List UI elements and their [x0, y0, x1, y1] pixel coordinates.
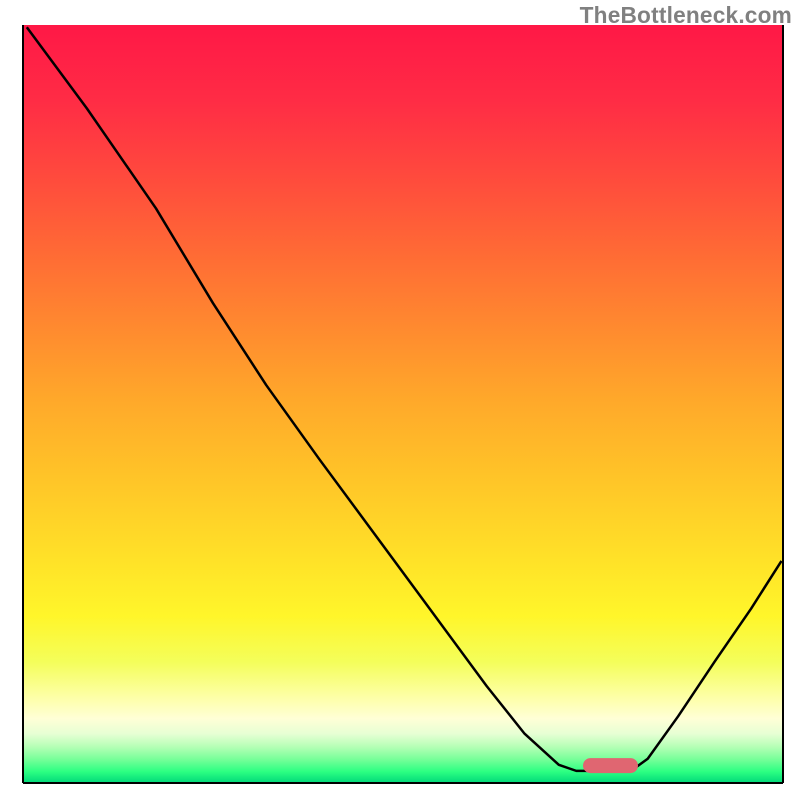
- gradient-background: [23, 25, 783, 783]
- minimum-marker: [583, 758, 638, 773]
- bottleneck-chart: [0, 0, 800, 800]
